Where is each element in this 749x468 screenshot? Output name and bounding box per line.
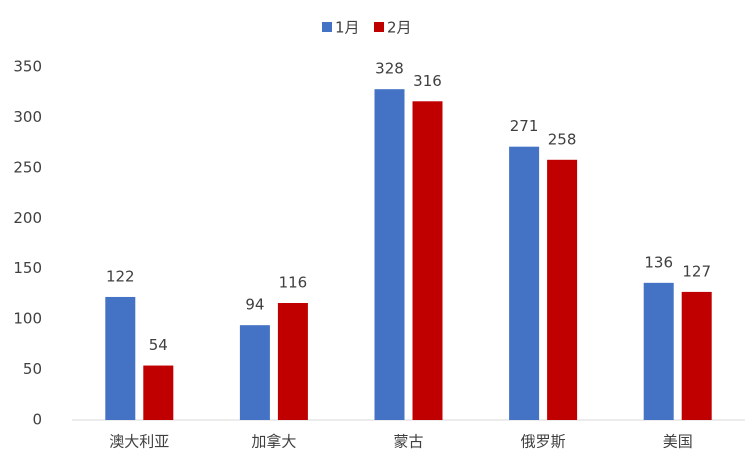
bar — [412, 101, 443, 420]
legend-label: 2月 — [387, 19, 412, 37]
legend-label: 1月 — [335, 19, 360, 37]
x-tick-label: 俄罗斯 — [521, 433, 566, 451]
bar — [239, 325, 270, 420]
y-tick-label: 0 — [32, 411, 42, 429]
x-tick-label: 加拿大 — [251, 433, 296, 451]
bar — [277, 303, 308, 420]
data-label: 328 — [375, 60, 404, 78]
x-tick-label: 蒙古 — [393, 433, 423, 451]
bar — [643, 282, 674, 420]
y-tick-label: 100 — [13, 310, 42, 328]
bar — [143, 365, 174, 420]
legend-swatch — [374, 22, 384, 32]
y-tick-label: 200 — [13, 209, 42, 227]
legend-swatch — [322, 22, 332, 32]
y-tick-label: 250 — [13, 158, 42, 176]
data-label: 136 — [644, 253, 673, 271]
data-label: 54 — [149, 336, 168, 354]
bar — [547, 159, 578, 420]
data-label: 122 — [106, 267, 135, 285]
data-label: 316 — [413, 72, 442, 90]
data-label: 94 — [245, 296, 264, 314]
bar — [105, 296, 136, 420]
data-label: 127 — [682, 262, 711, 280]
bar — [509, 146, 540, 421]
y-tick-label: 50 — [23, 360, 42, 378]
bar — [374, 89, 405, 420]
y-tick-label: 150 — [13, 259, 42, 277]
data-label: 271 — [510, 117, 539, 135]
y-tick-label: 300 — [13, 108, 42, 126]
data-label: 258 — [548, 130, 577, 148]
bar — [681, 291, 712, 420]
x-tick-label: 澳大利亚 — [109, 433, 169, 451]
legend: 1月 2月 — [322, 19, 412, 37]
data-label: 116 — [279, 274, 308, 292]
y-tick-label: 350 — [13, 58, 42, 76]
x-tick-label: 美国 — [663, 433, 693, 451]
